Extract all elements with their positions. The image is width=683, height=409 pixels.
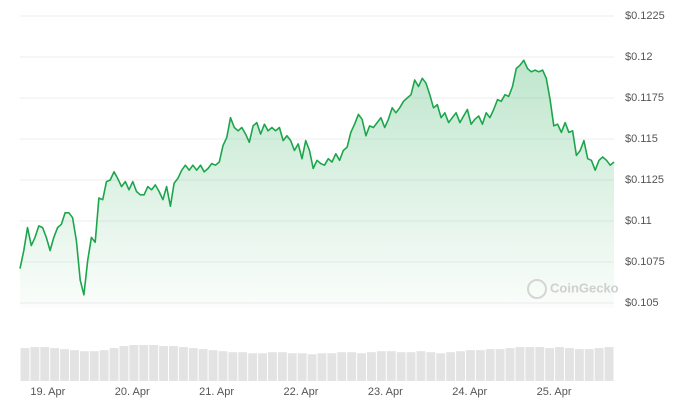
volume-bar bbox=[594, 348, 604, 381]
x-tick-label: 23. Apr bbox=[368, 386, 403, 398]
volume-bar bbox=[297, 353, 307, 381]
volume-bar bbox=[475, 350, 485, 381]
volume-bar bbox=[20, 348, 30, 381]
volume-bar bbox=[386, 351, 396, 381]
volume-bar bbox=[60, 349, 69, 381]
y-tick-label: $0.11 bbox=[625, 215, 652, 227]
volume-bar bbox=[238, 352, 248, 381]
volume-bar bbox=[604, 347, 614, 381]
watermark-logo bbox=[527, 279, 547, 299]
volume-bar bbox=[70, 350, 79, 381]
x-tick-label: 21. Apr bbox=[199, 386, 234, 398]
y-tick-label: $0.1175 bbox=[625, 92, 664, 104]
volume-bar bbox=[426, 352, 436, 381]
y-tick-label: $0.12 bbox=[625, 51, 653, 63]
volume-bar bbox=[515, 347, 525, 381]
volume-bar bbox=[258, 353, 267, 381]
volume-bar bbox=[495, 349, 505, 381]
volume-bar bbox=[178, 347, 188, 381]
volume-bar bbox=[169, 346, 178, 381]
volume-bar bbox=[485, 349, 495, 381]
volume-bar bbox=[198, 349, 208, 381]
volume-bar bbox=[446, 352, 456, 381]
volume-bar bbox=[327, 353, 337, 381]
volume-bar bbox=[50, 348, 60, 381]
volume-bar bbox=[337, 352, 347, 381]
volume-bar bbox=[277, 352, 287, 381]
volume-bar bbox=[307, 354, 317, 381]
volume-bar bbox=[584, 349, 594, 381]
volume-bar bbox=[565, 348, 574, 381]
volume-bar bbox=[574, 349, 584, 381]
volume-bar bbox=[99, 350, 109, 381]
y-tick-label: $0.115 bbox=[625, 133, 658, 145]
volume-bar bbox=[317, 353, 327, 381]
price-line bbox=[19, 59, 615, 296]
volume-bar bbox=[109, 348, 119, 381]
volume-bar bbox=[149, 345, 159, 381]
watermark: CoinGecko bbox=[550, 280, 619, 295]
volume-bar bbox=[268, 352, 277, 381]
volume-bar bbox=[396, 352, 406, 381]
x-tick-label: 22. Apr bbox=[284, 386, 319, 398]
volume-bar bbox=[347, 352, 357, 381]
volume-bar bbox=[159, 346, 168, 381]
y-tick-label: $0.1125 bbox=[625, 174, 664, 186]
volume-bar bbox=[188, 348, 198, 381]
volume-bar bbox=[40, 347, 50, 381]
volume-bar bbox=[248, 353, 258, 381]
volume-bar bbox=[79, 351, 89, 381]
volume-bar bbox=[525, 347, 535, 381]
volume-bar bbox=[416, 351, 426, 381]
volume-bar bbox=[376, 351, 386, 381]
volume-bar bbox=[357, 353, 366, 381]
volume-bar bbox=[208, 350, 218, 381]
volume-bar bbox=[545, 348, 555, 381]
area-fill bbox=[20, 60, 614, 308]
volume-bar bbox=[119, 346, 129, 381]
volume-bar bbox=[89, 351, 99, 381]
x-tick-label: 20. Apr bbox=[115, 386, 150, 398]
volume-bar bbox=[218, 351, 228, 381]
x-tick-label: 24. Apr bbox=[452, 386, 487, 398]
volume-bar bbox=[555, 347, 564, 381]
volume-bar bbox=[30, 347, 40, 381]
volume-bar bbox=[505, 348, 515, 381]
volume-bar bbox=[228, 352, 238, 381]
volume-bar bbox=[456, 351, 465, 381]
y-tick-label: $0.1075 bbox=[625, 256, 665, 268]
x-tick-label: 25. Apr bbox=[537, 386, 572, 398]
x-tick-label: 19. Apr bbox=[30, 386, 65, 398]
volume-bar bbox=[436, 353, 446, 381]
volume-bar bbox=[406, 352, 416, 381]
volume-bar bbox=[535, 347, 545, 381]
volume-bar bbox=[139, 345, 149, 381]
volume-bar bbox=[367, 352, 376, 381]
volume-bar bbox=[129, 345, 139, 381]
y-tick-label: $0.1225 bbox=[625, 10, 665, 22]
y-tick-label: $0.105 bbox=[625, 297, 659, 309]
volume-bar bbox=[466, 350, 475, 381]
volume-bar bbox=[287, 353, 297, 381]
